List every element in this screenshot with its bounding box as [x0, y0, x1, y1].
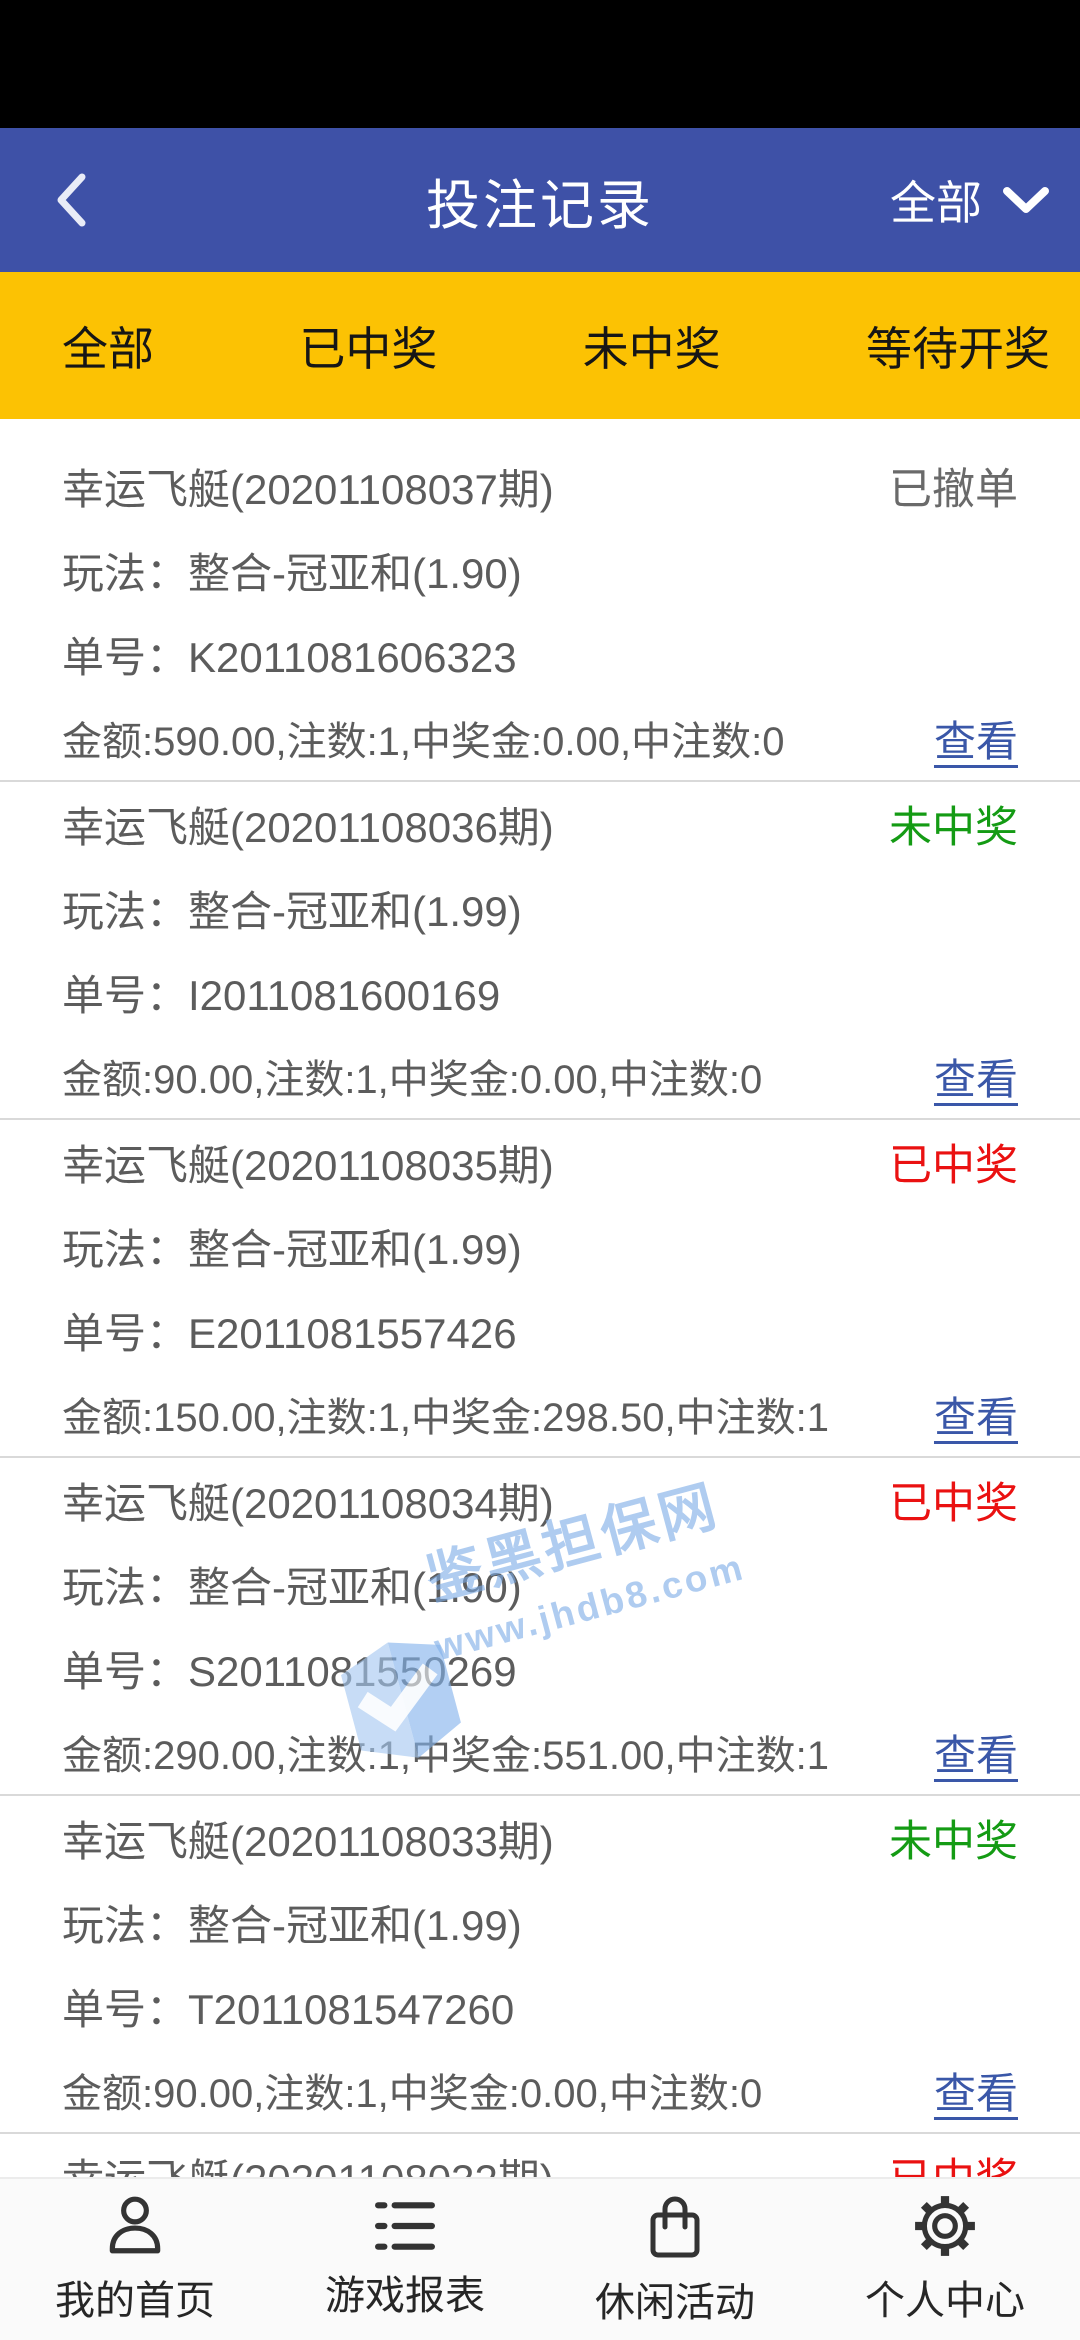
report-list-icon: [375, 2202, 435, 2250]
back-button[interactable]: [52, 128, 132, 272]
view-link[interactable]: 查看: [933, 717, 1018, 765]
nav-item-activities[interactable]: 休闲活动: [540, 2179, 810, 2340]
record-play: 玩法：整合-冠亚和(1.99): [62, 1225, 522, 1273]
filter-label: 全部: [890, 177, 982, 229]
record-head-row: 幸运飞艇(20201108037期) 已撤单: [62, 444, 1018, 528]
record-head-row: 幸运飞艇(20201108033期) 未中奖: [62, 1796, 1018, 1880]
chevron-down-icon: [1003, 187, 1049, 213]
record-title: 幸运飞艇(20201108034期): [62, 1479, 554, 1527]
record-title: 幸运飞艇(20201108035期): [62, 1141, 554, 1189]
tab-bar: 全部 已中奖 未中奖 等待开奖: [0, 272, 1080, 419]
record-order-no: 单号：E2011081557426: [62, 1309, 517, 1357]
view-link[interactable]: 查看: [933, 1393, 1018, 1441]
bet-record: 幸运飞艇(20201108033期) 未中奖 玩法：整合-冠亚和(1.99) 单…: [0, 1796, 1080, 2132]
record-order-no: 单号：I2011081600169: [62, 971, 501, 1019]
tab-all[interactable]: 全部: [62, 322, 154, 375]
record-order-no: 单号：K2011081606323: [62, 633, 517, 681]
view-link[interactable]: 查看: [933, 1055, 1018, 1103]
bottom-nav: 我的首页 游戏报表 休闲活动: [0, 2177, 1080, 2340]
record-status: 未中奖: [889, 1818, 1018, 1866]
bet-record: 幸运飞艇(20201108037期) 已撤单 玩法：整合-冠亚和(1.90) 单…: [0, 444, 1080, 780]
record-list[interactable]: 幸运飞艇(20201108037期) 已撤单 玩法：整合-冠亚和(1.90) 单…: [0, 419, 1080, 2340]
gear-icon: [915, 2196, 975, 2256]
app-header: 投注记录 全部: [0, 128, 1080, 272]
person-icon: [109, 2196, 161, 2254]
chevron-left-icon: [57, 173, 86, 227]
record-summary: 金额:90.00,注数:1,中奖金:0.00,中注数:0: [62, 1058, 763, 1102]
record-title: 幸运飞艇(20201108037期): [62, 465, 554, 513]
record-summary: 金额:290.00,注数:1,中奖金:551.00,中注数:1: [62, 1734, 829, 1778]
record-play: 玩法：整合-冠亚和(1.90): [62, 1563, 522, 1611]
record-status: 已中奖: [889, 1142, 1018, 1190]
record-head-row: 幸运飞艇(20201108035期) 已中奖: [62, 1120, 1018, 1204]
divider: [0, 780, 1080, 782]
bet-record: 幸运飞艇(20201108036期) 未中奖 玩法：整合-冠亚和(1.99) 单…: [0, 782, 1080, 1118]
divider: [0, 1794, 1080, 1796]
nav-label: 个人中心: [865, 2279, 1025, 2323]
record-order-no: 单号：T2011081547260: [62, 1985, 515, 2033]
record-summary: 金额:590.00,注数:1,中奖金:0.00,中注数:0: [62, 720, 785, 764]
record-status: 已撤单: [889, 466, 1018, 514]
view-link[interactable]: 查看: [933, 2069, 1018, 2117]
record-summary: 金额:150.00,注数:1,中奖金:298.50,中注数:1: [62, 1396, 829, 1440]
status-bar: [0, 0, 1080, 128]
nav-item-profile[interactable]: 个人中心: [810, 2179, 1080, 2340]
view-link[interactable]: 查看: [933, 1731, 1018, 1779]
divider: [0, 1118, 1080, 1120]
record-order-no: 单号：S2011081550269: [62, 1647, 517, 1695]
page-title: 投注记录: [426, 175, 654, 236]
record-summary: 金额:90.00,注数:1,中奖金:0.00,中注数:0: [62, 2072, 763, 2116]
divider: [0, 2132, 1080, 2134]
bet-record: 幸运飞艇(20201108034期) 已中奖 玩法：整合-冠亚和(1.90) 单…: [0, 1458, 1080, 1794]
record-play: 玩法：整合-冠亚和(1.99): [62, 1901, 522, 1949]
record-head-row: 幸运飞艇(20201108036期) 未中奖: [62, 782, 1018, 866]
bet-record: 幸运飞艇(20201108035期) 已中奖 玩法：整合-冠亚和(1.99) 单…: [0, 1120, 1080, 1456]
record-play: 玩法：整合-冠亚和(1.99): [62, 887, 522, 935]
record-title: 幸运飞艇(20201108036期): [62, 803, 554, 851]
bag-icon: [650, 2196, 700, 2258]
record-head-row: 幸运飞艇(20201108034期) 已中奖: [62, 1458, 1018, 1542]
nav-label: 休闲活动: [595, 2281, 755, 2325]
record-title: 幸运飞艇(20201108033期): [62, 1817, 554, 1865]
record-play: 玩法：整合-冠亚和(1.90): [62, 549, 522, 597]
nav-item-reports[interactable]: 游戏报表: [270, 2179, 540, 2340]
nav-item-home[interactable]: 我的首页: [0, 2179, 270, 2340]
tab-lost[interactable]: 未中奖: [582, 322, 721, 375]
nav-label: 我的首页: [55, 2279, 215, 2323]
nav-label: 游戏报表: [325, 2274, 485, 2318]
divider: [0, 1456, 1080, 1458]
period-filter-dropdown[interactable]: 全部: [890, 128, 1050, 272]
record-status: 未中奖: [889, 804, 1018, 852]
record-status: 已中奖: [889, 1480, 1018, 1528]
tab-won[interactable]: 已中奖: [299, 322, 438, 375]
tab-waiting[interactable]: 等待开奖: [865, 322, 1050, 375]
